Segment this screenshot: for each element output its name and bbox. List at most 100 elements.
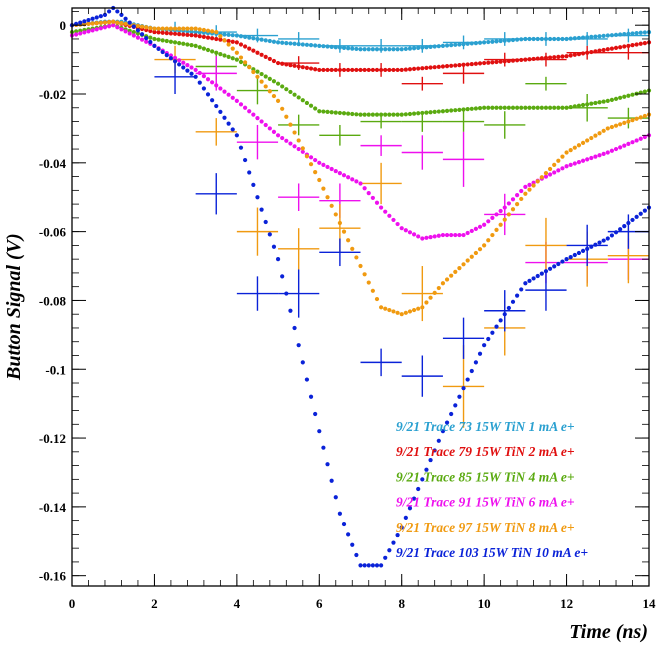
curve-point xyxy=(292,63,297,68)
curve-point xyxy=(271,79,277,84)
curve-point xyxy=(580,102,586,108)
curve-point xyxy=(626,93,631,98)
curve-point xyxy=(259,79,264,84)
curve-point xyxy=(251,36,256,41)
curve-point xyxy=(387,47,392,52)
curve-point xyxy=(337,171,342,176)
curve-point xyxy=(106,9,112,14)
curve-point xyxy=(263,219,268,225)
error-cross xyxy=(360,135,402,156)
curve-point xyxy=(329,203,334,208)
curve-point xyxy=(152,43,157,48)
curve-point xyxy=(486,60,491,65)
curve-point xyxy=(638,41,643,46)
curve-point xyxy=(168,26,174,31)
curve-point xyxy=(238,145,244,150)
curve-point xyxy=(135,35,141,40)
curve-point xyxy=(234,133,239,138)
curve-point xyxy=(556,54,561,59)
curve-point xyxy=(424,467,429,472)
curve-point xyxy=(477,351,483,356)
curve-point xyxy=(605,126,610,131)
curve-point xyxy=(259,52,264,57)
curve-point xyxy=(642,89,647,94)
curve-point xyxy=(119,21,124,26)
curve-point xyxy=(387,67,392,73)
curve-point xyxy=(383,67,388,73)
curve-point xyxy=(428,457,433,463)
curve-point xyxy=(102,20,108,25)
curve-point xyxy=(189,65,194,70)
curve-point xyxy=(609,148,615,153)
curve-point xyxy=(572,52,577,57)
curve-point xyxy=(135,23,141,28)
curve-point xyxy=(589,244,594,249)
error-cross xyxy=(484,193,526,236)
curve-point xyxy=(210,80,215,85)
curve-point xyxy=(593,154,598,159)
curve-point xyxy=(251,182,256,187)
curve-point xyxy=(313,106,318,111)
curve-point xyxy=(457,42,462,47)
curve-point xyxy=(148,35,153,40)
curve-point xyxy=(247,46,252,51)
curve-point xyxy=(572,104,577,109)
curve-point xyxy=(523,191,528,196)
curve-point xyxy=(230,46,235,51)
curve-point xyxy=(399,112,404,117)
curve-point xyxy=(160,49,165,55)
curve-point xyxy=(181,32,186,37)
curve-point xyxy=(465,377,470,382)
curve-point xyxy=(630,43,635,48)
curve-point xyxy=(626,119,631,124)
curve-point xyxy=(346,238,351,243)
curve-point xyxy=(86,21,91,26)
error-crosses-layer xyxy=(154,21,649,428)
curve-point xyxy=(506,212,511,217)
curve-point xyxy=(201,34,206,40)
curve-point xyxy=(263,122,268,128)
curve-point xyxy=(337,110,342,116)
curve-point xyxy=(444,420,450,425)
curve-point xyxy=(531,105,536,110)
curve-point xyxy=(605,236,610,241)
curve-point xyxy=(568,254,573,260)
curve-point xyxy=(115,25,120,30)
curve-point xyxy=(424,235,429,240)
curve-point xyxy=(634,116,639,121)
curve-point xyxy=(210,98,215,103)
curve-point xyxy=(527,105,532,110)
curve-point xyxy=(552,55,557,60)
curve-point xyxy=(395,310,400,315)
curve-point xyxy=(288,308,293,313)
curve-point xyxy=(214,50,219,55)
curve-point xyxy=(226,32,231,37)
curve-point xyxy=(556,261,561,267)
curve-point xyxy=(416,306,421,311)
curve-point xyxy=(358,67,363,73)
curve-point xyxy=(515,58,520,63)
curve-point xyxy=(444,232,450,238)
curve-point xyxy=(638,115,643,120)
curve-point xyxy=(490,330,495,335)
curve-point xyxy=(461,232,466,238)
curve-point xyxy=(535,105,540,110)
error-cross xyxy=(484,290,526,332)
curve-point xyxy=(193,29,198,35)
curve-point xyxy=(197,34,202,39)
curve-point xyxy=(432,290,437,295)
curve-point xyxy=(247,109,252,114)
curve-point xyxy=(457,266,462,271)
curve-point xyxy=(465,62,470,67)
curve-point xyxy=(218,52,223,57)
curve-point xyxy=(346,67,351,73)
error-cross xyxy=(236,207,279,256)
curve-point xyxy=(424,110,429,115)
curve-point xyxy=(267,56,272,62)
curve-point xyxy=(321,44,326,49)
curve-point xyxy=(304,42,310,47)
curve-point xyxy=(580,158,586,163)
curve-point xyxy=(329,110,334,115)
curve-point xyxy=(613,45,619,51)
curve-point xyxy=(90,28,95,33)
